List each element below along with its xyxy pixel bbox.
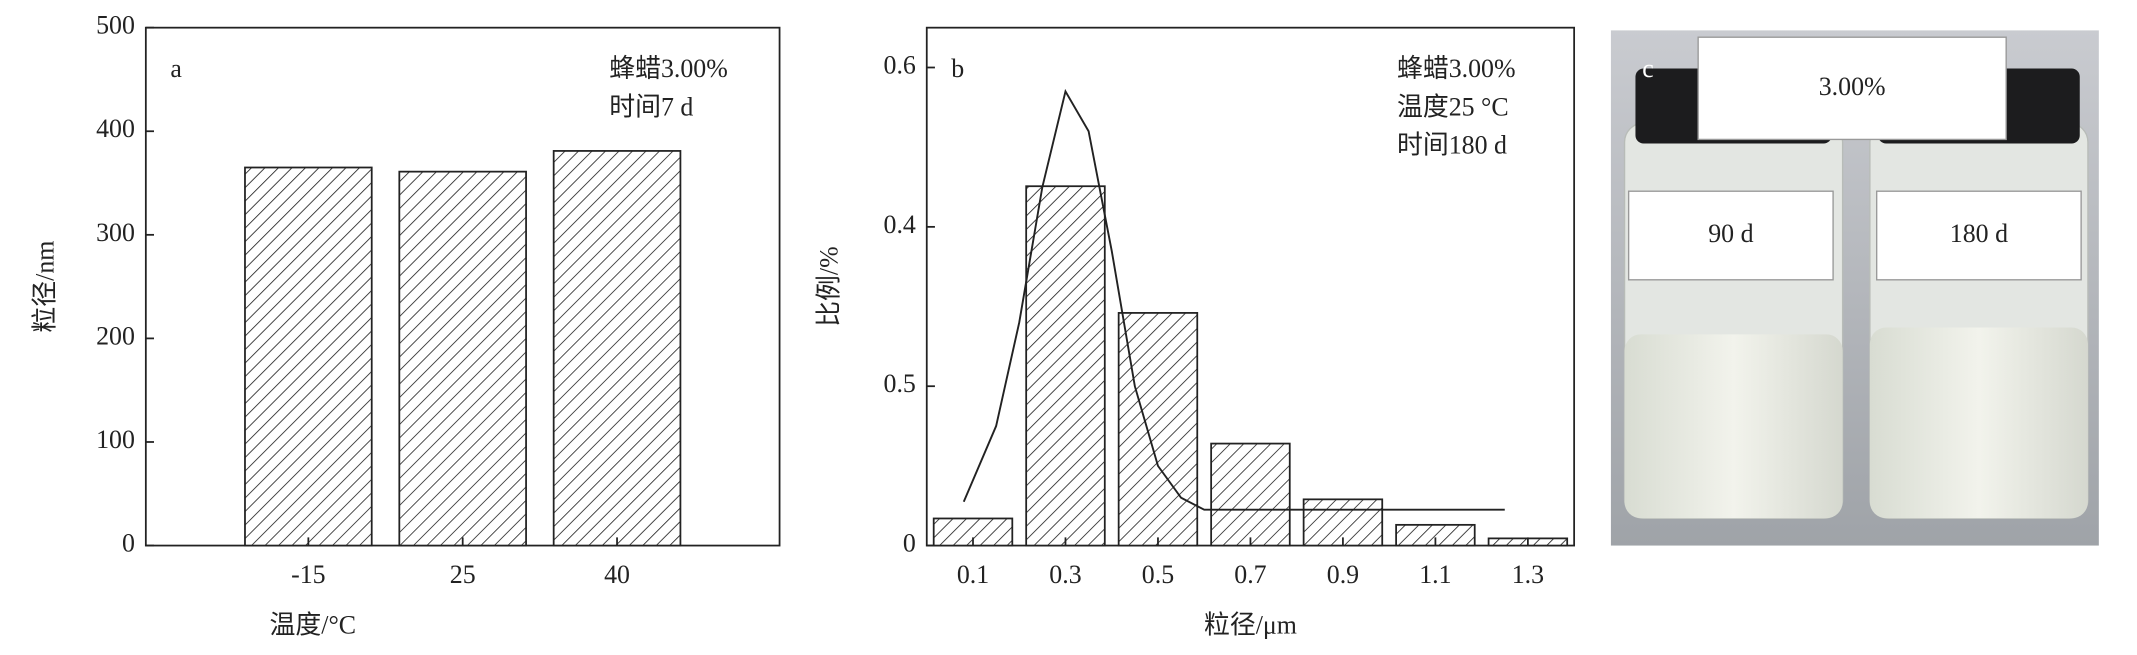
photo: c 3.00% 90 d 180 d bbox=[1610, 30, 2099, 546]
y-tick-label: 100 bbox=[96, 425, 135, 454]
panel-label: b bbox=[951, 54, 964, 83]
x-tick-label: 0.9 bbox=[1327, 560, 1359, 589]
y-tick-label: 300 bbox=[96, 218, 135, 247]
caption: 90 d bbox=[1708, 219, 1753, 248]
y-axis-label: 粒径/nm bbox=[31, 241, 60, 333]
y-tick-label: 0 bbox=[903, 528, 916, 557]
x-tick-label: 40 bbox=[604, 560, 630, 589]
x-tick-label: 1.1 bbox=[1419, 560, 1451, 589]
label-box bbox=[1697, 36, 2007, 141]
annotation: 温度25 °C bbox=[1397, 92, 1509, 121]
panel-label: c bbox=[1642, 54, 1654, 83]
y-tick-label: 0.4 bbox=[884, 210, 916, 239]
annotation: 时间7 d bbox=[609, 92, 693, 121]
annotation: 时间180 d bbox=[1397, 131, 1507, 160]
label-box bbox=[1876, 190, 2082, 281]
y-axis-label: 比例/% bbox=[814, 246, 843, 327]
x-tick-label: 0.3 bbox=[1049, 560, 1081, 589]
annotation: 蜂蜡3.00% bbox=[609, 54, 728, 83]
x-tick-label: 25 bbox=[450, 560, 476, 589]
y-tick-label: 200 bbox=[96, 321, 135, 350]
fit-line bbox=[962, 88, 1505, 511]
bar bbox=[552, 150, 682, 547]
y-tick-label: 0.6 bbox=[884, 50, 916, 79]
x-tick-label: 0.5 bbox=[1142, 560, 1174, 589]
bar bbox=[1117, 312, 1199, 547]
bar bbox=[398, 170, 527, 547]
y-tick-label: 0.5 bbox=[884, 369, 916, 398]
y-tick-label: 400 bbox=[96, 114, 135, 143]
annotation: 蜂蜡3.00% bbox=[1397, 54, 1516, 83]
bar bbox=[244, 166, 373, 547]
x-tick-label: 0.7 bbox=[1234, 560, 1266, 589]
caption: 180 d bbox=[1950, 219, 2008, 248]
x-tick-label: 0.1 bbox=[957, 560, 989, 589]
x-axis-label: 温度/°C bbox=[270, 610, 357, 639]
photo-title: 3.00% bbox=[1819, 72, 1886, 101]
y-tick-label: 0 bbox=[122, 528, 135, 557]
x-axis-label: 粒径/μm bbox=[1204, 610, 1297, 639]
x-tick-label: -15 bbox=[291, 560, 326, 589]
bar bbox=[1210, 442, 1291, 547]
y-tick-label: 500 bbox=[96, 11, 135, 40]
x-tick-label: 1.3 bbox=[1512, 560, 1544, 589]
label-box bbox=[1627, 190, 1834, 281]
panel-label: a bbox=[170, 54, 182, 83]
bar bbox=[1025, 185, 1106, 547]
